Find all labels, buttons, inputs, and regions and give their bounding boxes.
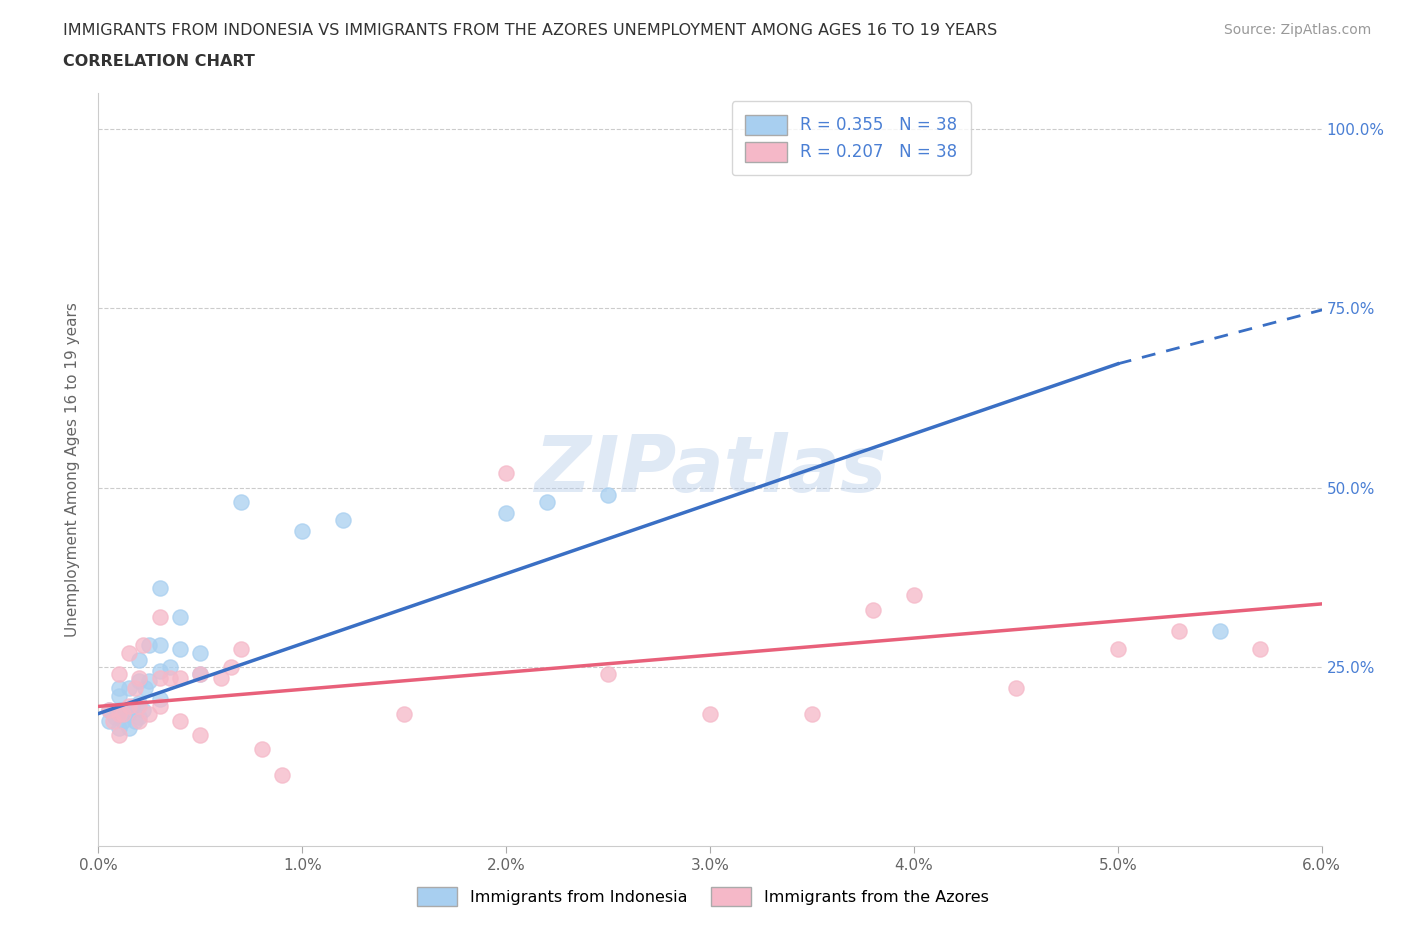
Point bbox=[149, 699, 172, 714]
Point bbox=[97, 702, 120, 717]
Point bbox=[97, 702, 120, 717]
Point bbox=[132, 702, 155, 717]
Point bbox=[118, 699, 141, 714]
Point bbox=[1208, 624, 1232, 639]
Point bbox=[108, 667, 131, 682]
Point bbox=[699, 706, 721, 721]
Point bbox=[108, 681, 131, 696]
Point bbox=[291, 524, 314, 538]
Point bbox=[209, 671, 232, 685]
Point bbox=[134, 681, 156, 696]
Point bbox=[188, 667, 212, 682]
Legend: R = 0.355   N = 38, R = 0.207   N = 38: R = 0.355 N = 38, R = 0.207 N = 38 bbox=[733, 101, 970, 176]
Point bbox=[862, 602, 884, 617]
Point bbox=[495, 466, 517, 481]
Point bbox=[231, 642, 253, 657]
Point bbox=[1107, 642, 1129, 657]
Y-axis label: Unemployment Among Ages 16 to 19 years: Unemployment Among Ages 16 to 19 years bbox=[65, 302, 80, 637]
Text: ZIPatlas: ZIPatlas bbox=[534, 432, 886, 508]
Point bbox=[118, 645, 141, 660]
Point bbox=[128, 674, 150, 689]
Point bbox=[149, 609, 172, 624]
Point bbox=[128, 713, 150, 728]
Point bbox=[169, 713, 191, 728]
Point bbox=[114, 702, 136, 717]
Point bbox=[169, 642, 191, 657]
Point bbox=[111, 706, 134, 721]
Point bbox=[132, 638, 155, 653]
Text: IMMIGRANTS FROM INDONESIA VS IMMIGRANTS FROM THE AZORES UNEMPLOYMENT AMONG AGES : IMMIGRANTS FROM INDONESIA VS IMMIGRANTS … bbox=[63, 23, 997, 38]
Point bbox=[104, 710, 127, 724]
Point bbox=[598, 667, 620, 682]
Point bbox=[128, 652, 150, 667]
Point bbox=[1249, 642, 1271, 657]
Text: Source: ZipAtlas.com: Source: ZipAtlas.com bbox=[1223, 23, 1371, 37]
Point bbox=[128, 699, 150, 714]
Point bbox=[149, 692, 172, 707]
Point bbox=[118, 721, 141, 736]
Point bbox=[101, 713, 124, 728]
Point bbox=[149, 671, 172, 685]
Point bbox=[159, 659, 181, 674]
Point bbox=[118, 706, 141, 721]
Point bbox=[118, 681, 141, 696]
Point bbox=[138, 674, 160, 689]
Point bbox=[159, 671, 181, 685]
Text: CORRELATION CHART: CORRELATION CHART bbox=[63, 54, 254, 69]
Point bbox=[149, 580, 172, 595]
Point bbox=[138, 638, 160, 653]
Point bbox=[801, 706, 824, 721]
Point bbox=[124, 681, 146, 696]
Legend: Immigrants from Indonesia, Immigrants from the Azores: Immigrants from Indonesia, Immigrants fr… bbox=[411, 881, 995, 912]
Point bbox=[1167, 624, 1189, 639]
Point bbox=[536, 495, 558, 510]
Point bbox=[108, 721, 131, 736]
Point bbox=[392, 706, 416, 721]
Point bbox=[250, 742, 273, 757]
Point bbox=[169, 609, 191, 624]
Point bbox=[903, 588, 925, 603]
Point bbox=[108, 688, 131, 703]
Point bbox=[149, 663, 172, 678]
Point bbox=[495, 505, 517, 520]
Point bbox=[111, 713, 134, 728]
Point bbox=[122, 699, 145, 714]
Point bbox=[188, 645, 212, 660]
Point bbox=[128, 710, 150, 724]
Point bbox=[128, 671, 150, 685]
Point bbox=[138, 706, 160, 721]
Point bbox=[169, 671, 191, 685]
Point bbox=[149, 638, 172, 653]
Point bbox=[97, 713, 120, 728]
Point bbox=[332, 512, 354, 527]
Point bbox=[219, 659, 242, 674]
Point bbox=[188, 667, 212, 682]
Point bbox=[124, 713, 146, 728]
Point bbox=[270, 767, 292, 782]
Point bbox=[108, 702, 131, 717]
Point bbox=[108, 706, 131, 721]
Point bbox=[188, 727, 212, 742]
Point bbox=[128, 696, 150, 711]
Point bbox=[1004, 681, 1026, 696]
Point bbox=[598, 487, 620, 502]
Point bbox=[108, 727, 131, 742]
Point bbox=[231, 495, 253, 510]
